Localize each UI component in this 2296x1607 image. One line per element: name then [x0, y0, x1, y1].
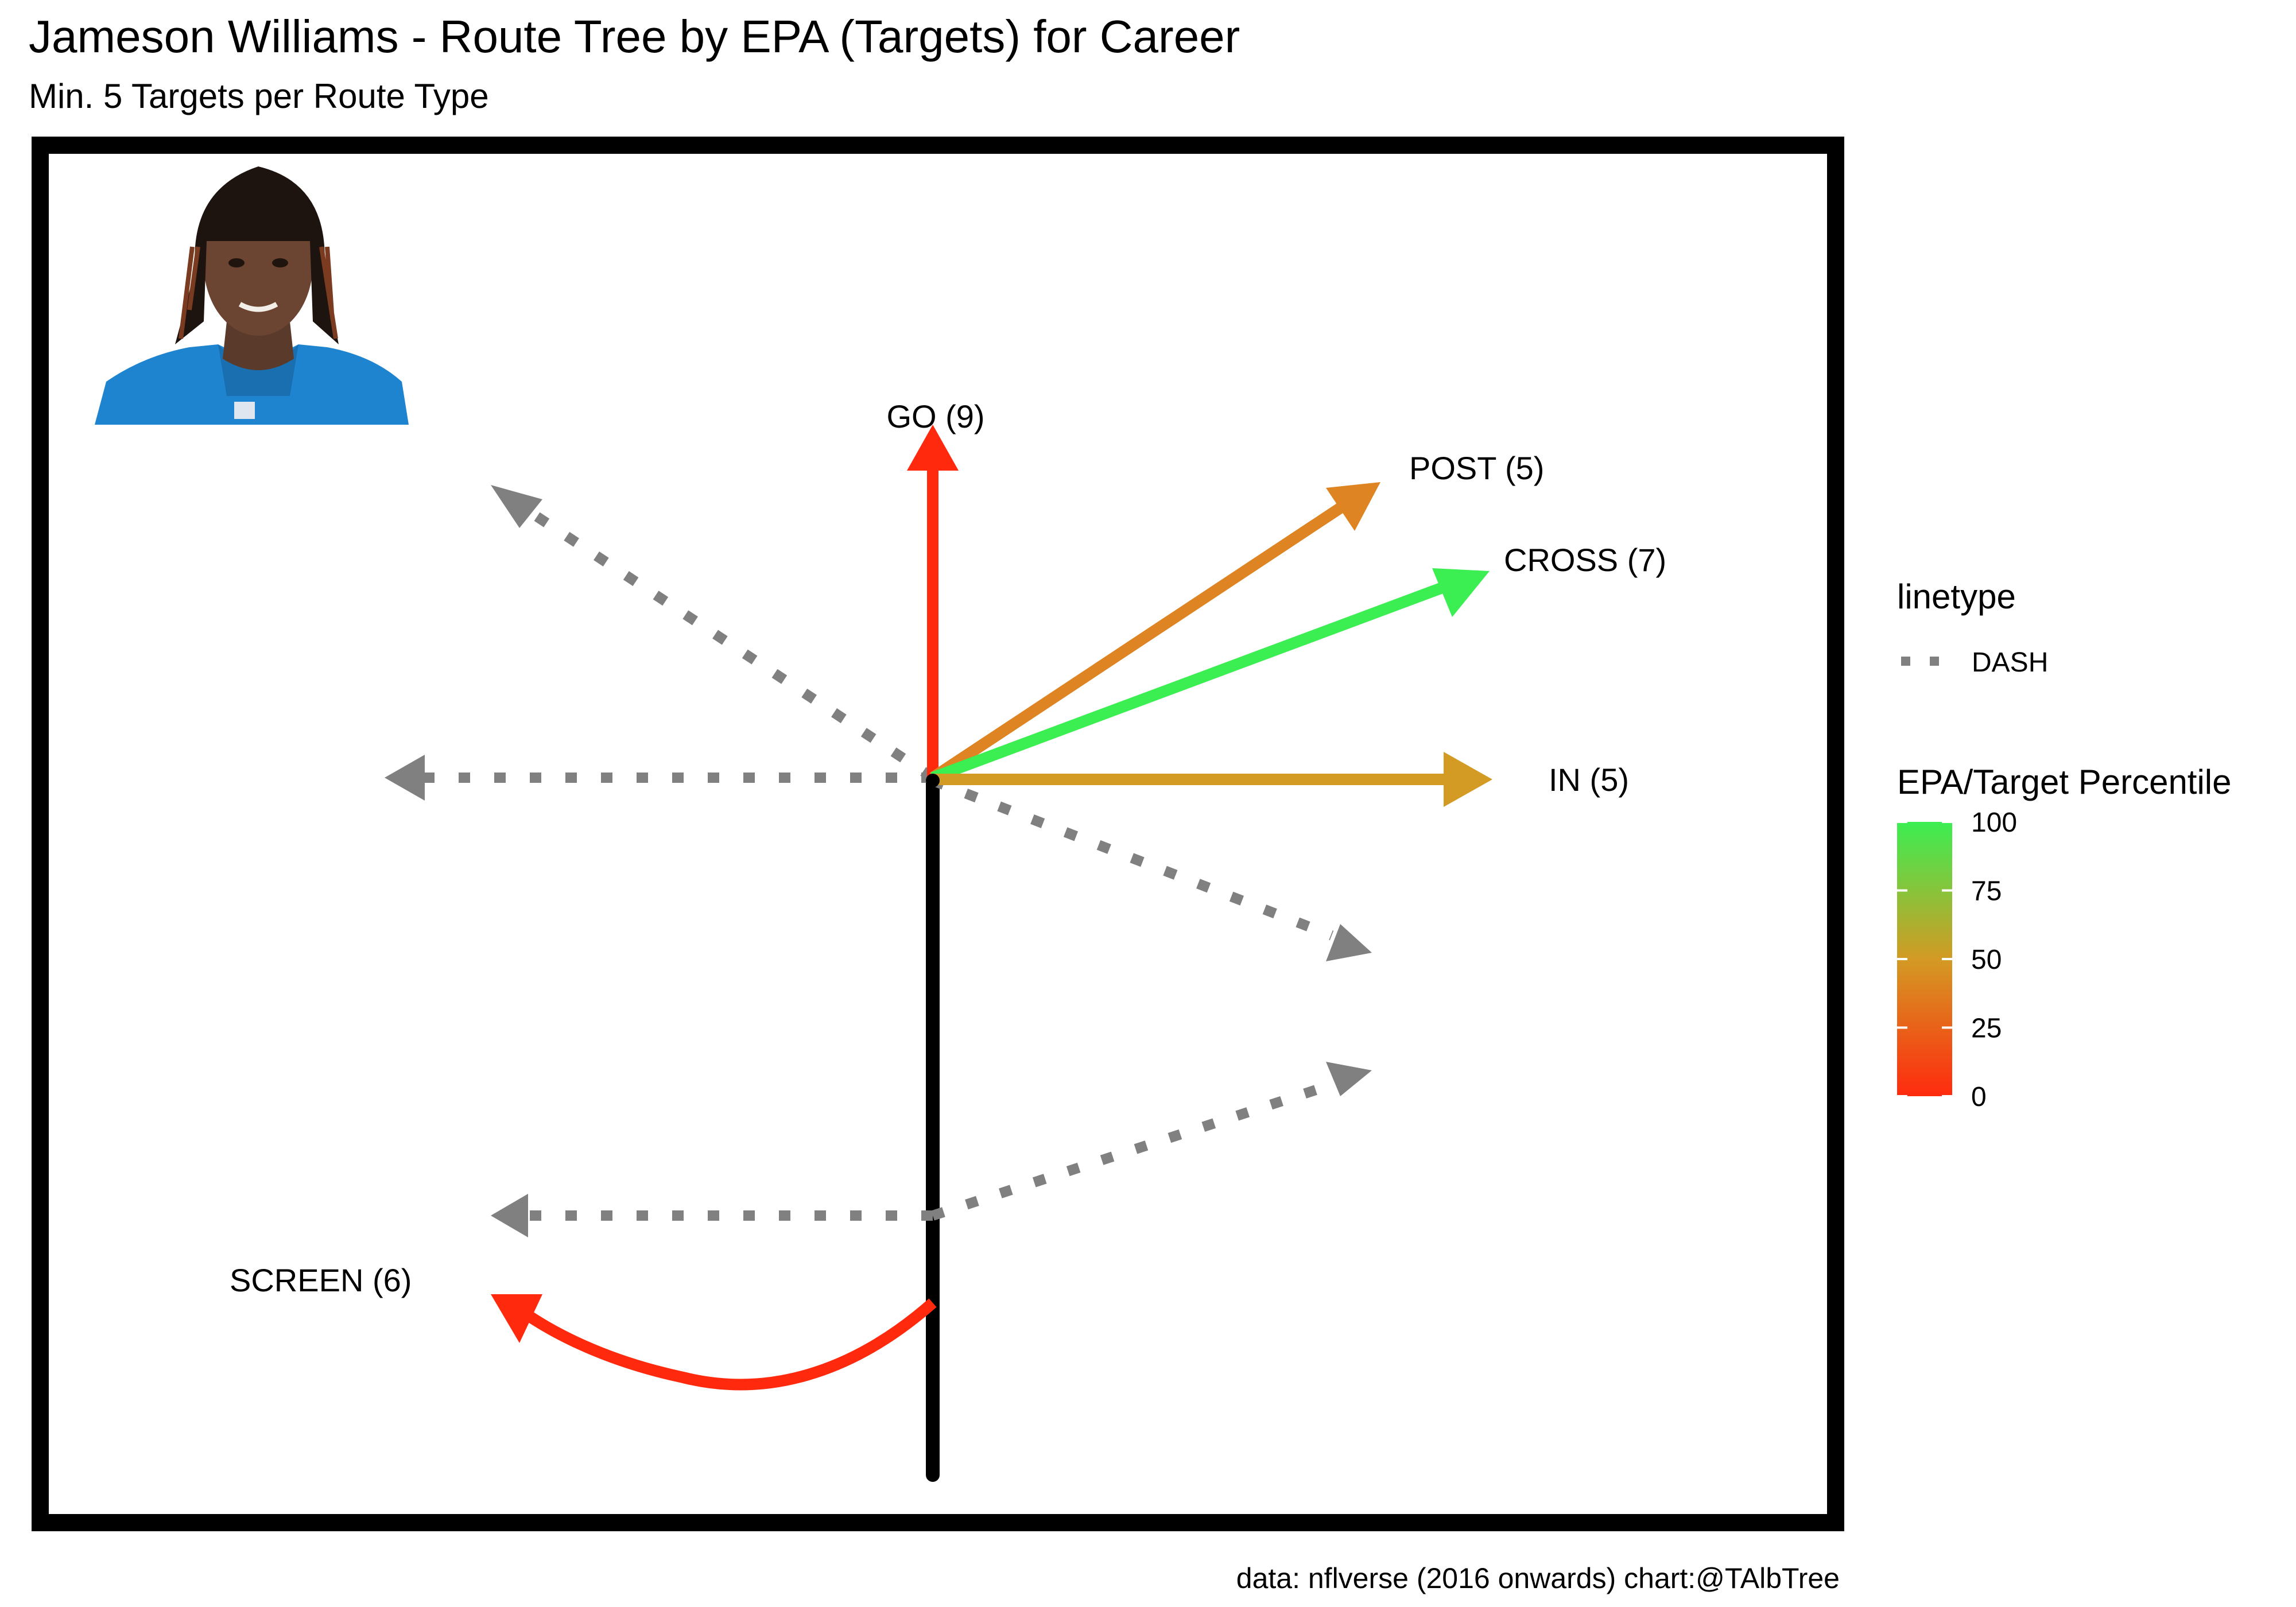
player-headshot [95, 166, 409, 425]
route-screen: SCREEN (6) [230, 1262, 937, 1391]
route-screen-label: SCREEN (6) [230, 1262, 412, 1298]
linetype-legend: linetype DASH [1897, 577, 2048, 678]
route-post-arrowhead [1326, 482, 1380, 531]
color-tick-label: 75 [1971, 876, 2002, 907]
route-cross-label: CROSS (7) [1504, 542, 1666, 578]
linetype-legend-title: linetype [1897, 577, 2016, 616]
chart-caption: data: nflverse (2016 onwards) chart:@TAl… [1236, 1562, 1840, 1594]
linetype-legend-item: DASH [1972, 647, 2048, 678]
chart-subtitle: Min. 5 Targets per Route Type [29, 77, 489, 115]
route-cross-arrowhead [1432, 568, 1490, 617]
route-in: IN (5) [933, 752, 1629, 807]
dash-route-hitch [931, 1062, 1372, 1221]
dash-route-out [385, 755, 933, 801]
route-cross-line [930, 583, 1443, 783]
dash-route-flat [491, 1194, 933, 1237]
dash-route-corner [491, 485, 936, 782]
route-go-arrowhead [907, 425, 959, 471]
color-tick-label: 0 [1971, 1082, 1987, 1112]
snap-point [926, 774, 940, 787]
route-post-label: POST (5) [1409, 450, 1544, 486]
route-post-line [929, 503, 1344, 783]
dash-route-slant [930, 775, 1372, 961]
route-cross: CROSS (7) [930, 542, 1666, 783]
route-screen-line [519, 1298, 937, 1391]
route-in-arrowhead [1444, 752, 1492, 807]
color-tick-label: 50 [1971, 945, 2002, 975]
color-legend-ticks: 0 25 50 75 100 [1897, 808, 2017, 1112]
color-legend: EPA/Target Percentile 0 25 50 75 100 [1897, 763, 2232, 1112]
route-screen-arrowhead [491, 1294, 542, 1343]
chart-title: Jameson Williams - Route Tree by EPA (Ta… [29, 11, 1240, 62]
route-go: GO (9) [886, 398, 985, 778]
route-post: POST (5) [929, 450, 1544, 783]
route-go-label: GO (9) [886, 398, 984, 434]
color-tick-label: 100 [1971, 808, 2017, 838]
route-in-label: IN (5) [1549, 762, 1629, 798]
color-tick-label: 25 [1971, 1014, 2002, 1044]
color-legend-title: EPA/Target Percentile [1897, 763, 2232, 801]
